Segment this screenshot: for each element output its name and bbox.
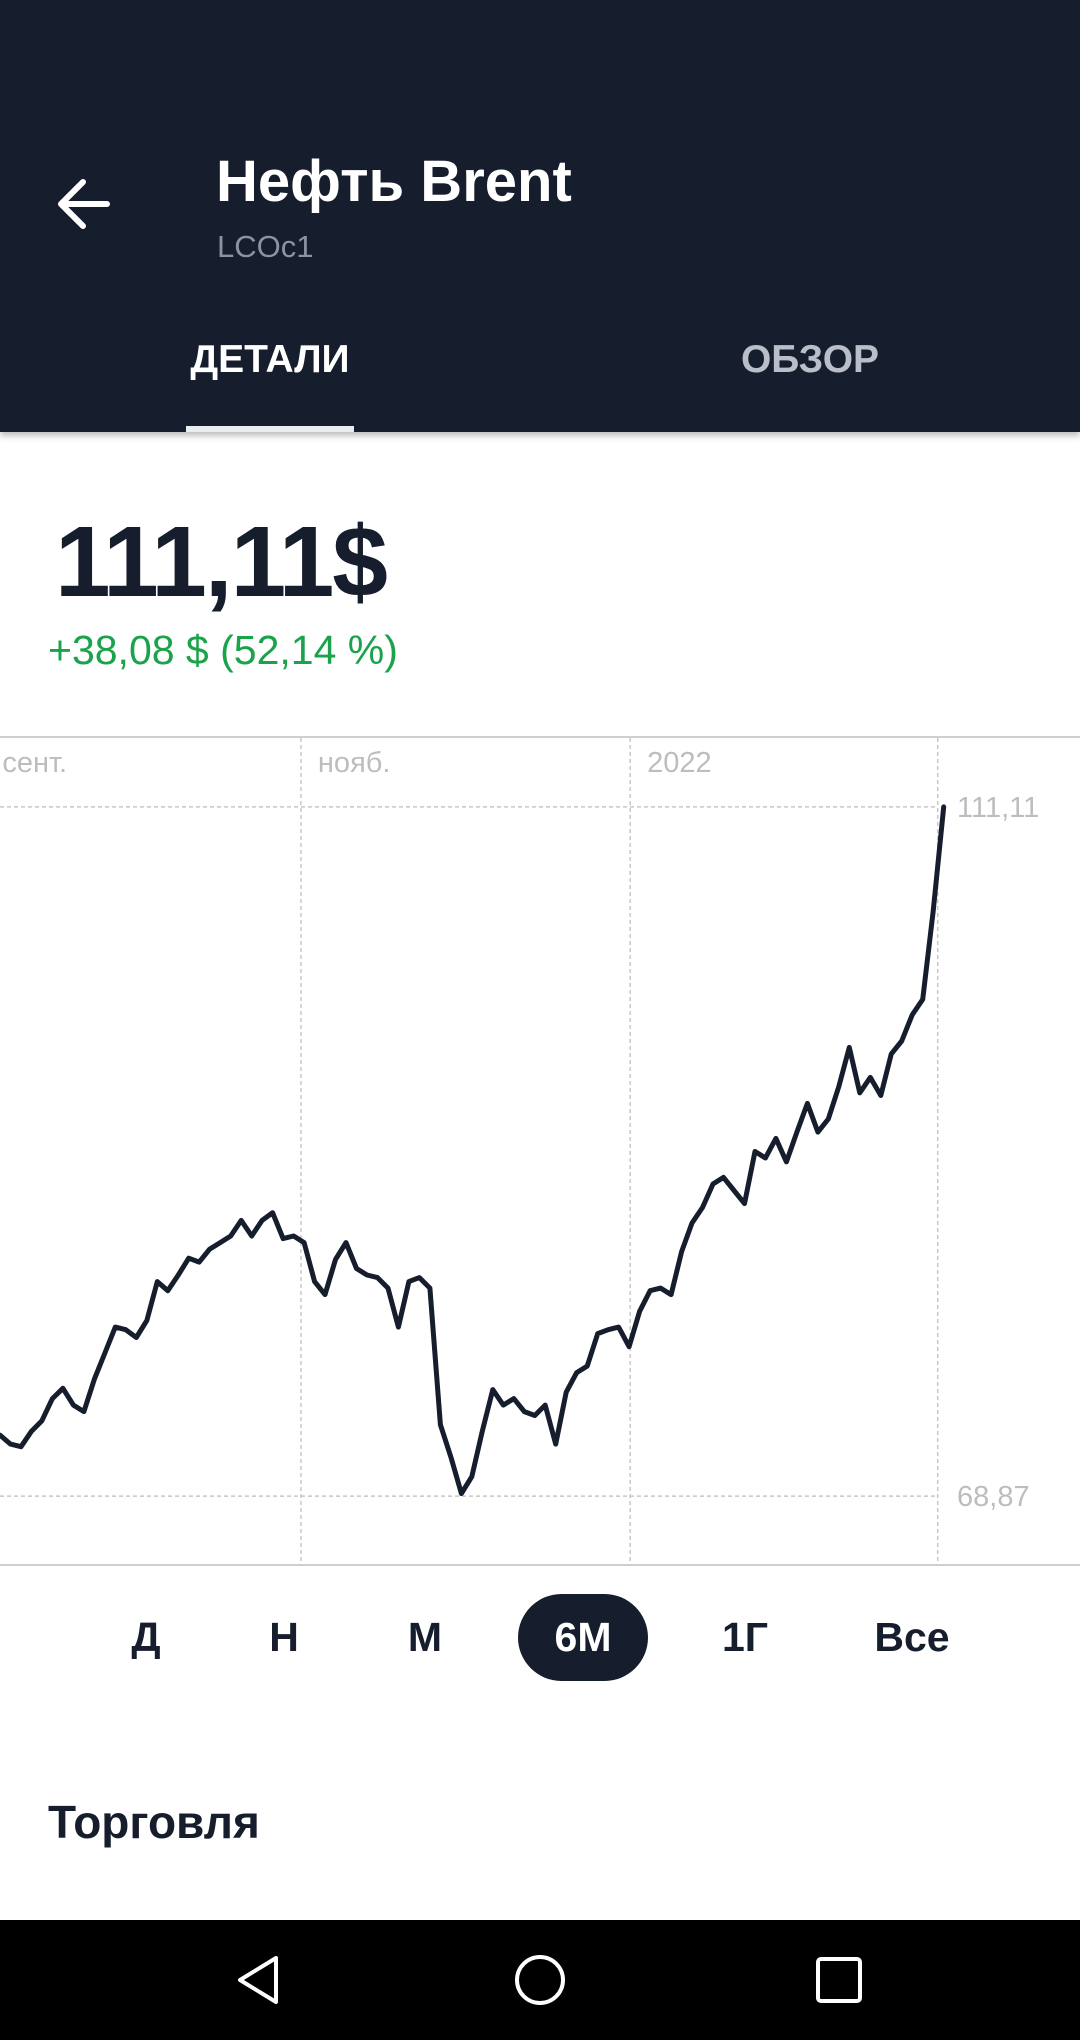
back-button[interactable] [55, 176, 115, 232]
price-change: +38,08 $ (52,14 %) [48, 627, 398, 673]
price-line [0, 804, 947, 1496]
tab[interactable]: ОБЗОР [740, 338, 880, 381]
nav-recents[interactable] [811, 1952, 867, 2008]
range-button[interactable]: Н [269, 1614, 299, 1660]
nav-back[interactable] [230, 1952, 286, 2008]
navigation-bar [0, 1920, 1080, 2040]
subtitle: LCOc1 [217, 229, 314, 264]
x-tick-label: сент. [2, 747, 67, 779]
section-title: Торговля [48, 1796, 260, 1848]
range-button[interactable]: Все [874, 1614, 950, 1660]
nav-home[interactable] [512, 1952, 568, 2008]
tab[interactable]: ДЕТАЛИ [190, 338, 350, 381]
range-button[interactable]: М [407, 1614, 443, 1660]
x-tick-label: нояб. [318, 747, 391, 779]
y-tick-label: 68,87 [957, 1481, 1030, 1513]
range-button[interactable]: Д [131, 1614, 161, 1660]
x-tick-label: 2022 [647, 747, 712, 779]
range-button[interactable]: 1Г [721, 1614, 769, 1660]
tab-indicator [186, 426, 354, 432]
range-button[interactable]: 6М [518, 1594, 648, 1681]
chart: сент. нояб. 2022 111,11 68,87 [0, 736, 1080, 1566]
title: Нефть Brent [216, 149, 572, 214]
y-tick-label: 111,11 [957, 792, 1039, 824]
price: 111,11$ [55, 506, 388, 618]
app-bar: Нефть Brent LCOc1 ДЕТАЛИ ОБЗОР [0, 0, 1080, 432]
